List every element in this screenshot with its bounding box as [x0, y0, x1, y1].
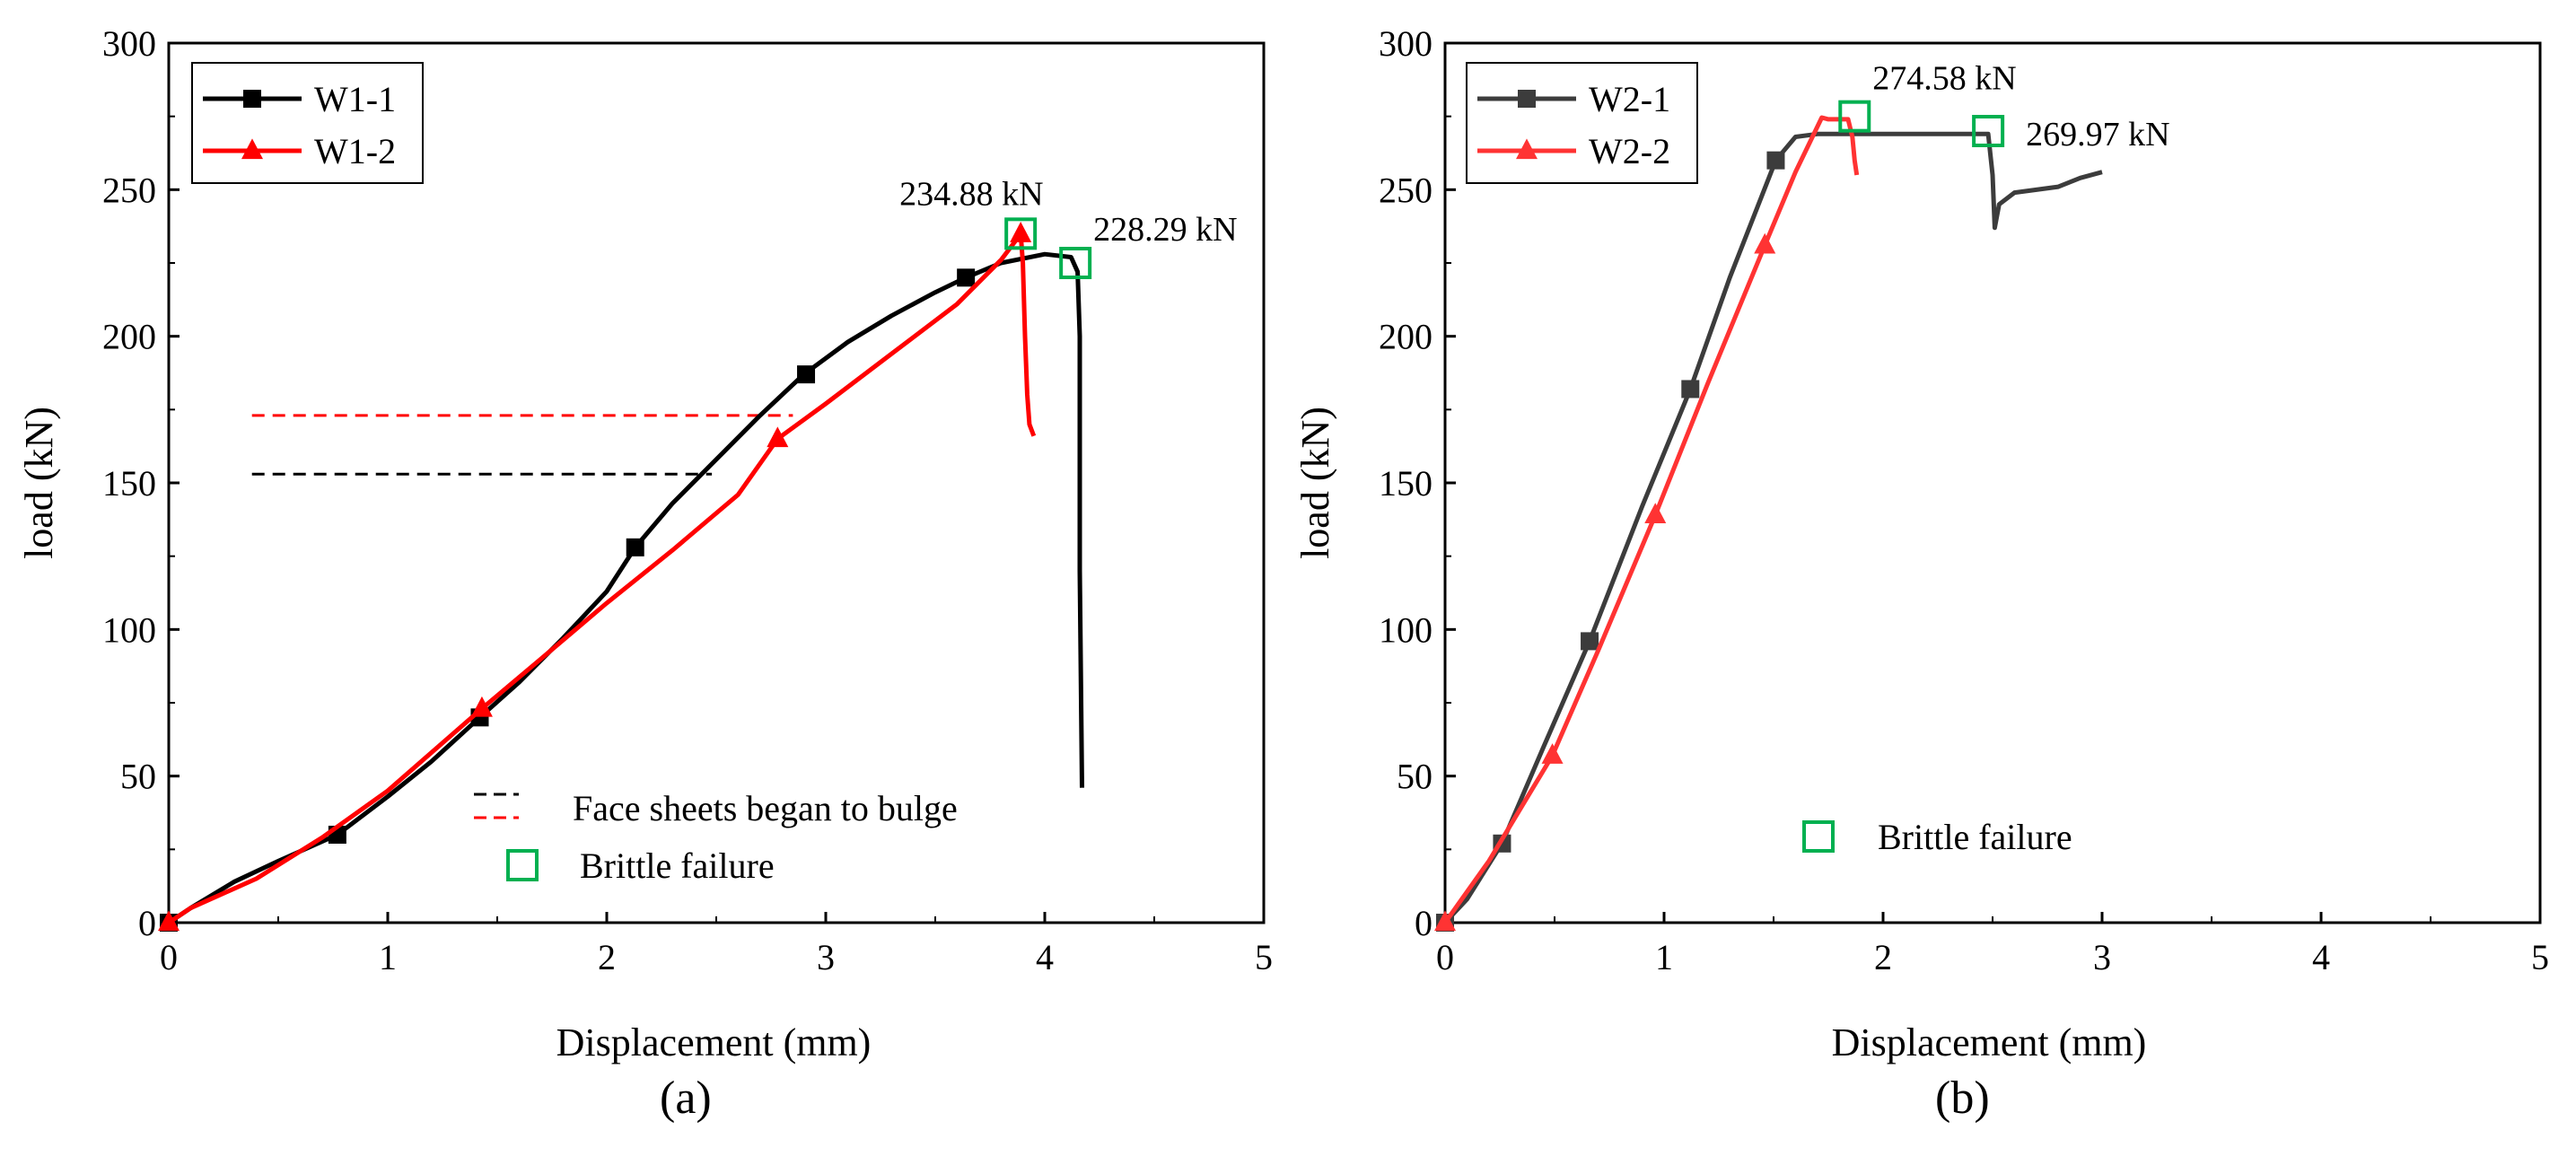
legend-label: W2-1: [1589, 79, 1670, 119]
y-tick-label: 100: [1379, 609, 1433, 650]
bulge-annotation-label: Face sheets began to bulge: [573, 788, 958, 828]
panel-label: (a): [660, 1073, 712, 1124]
data-point-W1-1: [957, 268, 976, 287]
y-tick-label: 200: [1379, 317, 1433, 357]
data-point-W2-2: [1434, 910, 1456, 932]
x-tick-label: 2: [1874, 937, 1892, 977]
data-point-W1-2: [158, 910, 180, 932]
x-tick-label: 3: [2093, 937, 2111, 977]
legend-label: W1-1: [314, 79, 396, 119]
brittle-failure-marker: [1972, 115, 2005, 147]
brittle-failure-legend-label: Brittle failure: [580, 845, 775, 886]
data-point-W2-2: [1754, 232, 1776, 254]
legend-marker: [1516, 138, 1538, 160]
y-tick-label: 150: [102, 463, 156, 504]
panel-label: (b): [1935, 1073, 1990, 1124]
y-tick-label: 300: [1379, 23, 1433, 64]
failure-load-label: 234.88 kN: [899, 175, 1043, 213]
legend-marker: [1518, 90, 1536, 108]
x-tick-label: 3: [817, 937, 835, 977]
data-point-W1-2: [1010, 222, 1032, 242]
legend-box: [191, 62, 424, 184]
brittle-failure-marker: [1838, 100, 1871, 133]
y-tick-label: 0: [138, 903, 156, 943]
brittle-failure-legend-marker: [506, 849, 539, 881]
x-axis-title: Displacement (mm): [1832, 1020, 2147, 1064]
legend-label: W2-2: [1589, 131, 1670, 171]
series-line-W2-1: [1443, 131, 2103, 924]
data-point-W1-2: [470, 696, 493, 717]
brittle-failure-marker: [1004, 217, 1038, 250]
brittle-failure-marker: [1059, 247, 1092, 279]
data-point-W2-1: [1681, 380, 1700, 399]
failure-load-label: 228.29 kN: [1093, 211, 1237, 249]
y-tick-label: 300: [102, 23, 156, 64]
failure-load-label: 274.58 kN: [1872, 60, 2016, 98]
x-tick-label: 1: [1655, 937, 1673, 977]
data-point-W2-1: [1766, 151, 1785, 170]
y-tick-label: 200: [102, 317, 156, 357]
brittle-failure-legend-label: Brittle failure: [1878, 817, 2072, 857]
x-tick-label: 2: [598, 937, 616, 977]
y-tick-label: 50: [120, 757, 156, 797]
x-tick-label: 5: [1255, 937, 1273, 977]
y-axis-title: load (kN): [17, 407, 61, 559]
x-tick-label: 5: [2531, 937, 2549, 977]
y-axis-title: load (kN): [1293, 407, 1337, 559]
y-tick-label: 150: [1379, 463, 1433, 504]
y-tick-label: 250: [1379, 170, 1433, 210]
x-tick-label: 4: [1036, 937, 1054, 977]
legend-marker: [241, 138, 263, 160]
y-tick-label: 250: [102, 170, 156, 210]
y-tick-label: 100: [102, 609, 156, 650]
x-tick-label: 4: [2312, 937, 2330, 977]
data-point-W2-1: [1581, 632, 1599, 651]
data-point-W1-2: [767, 426, 789, 448]
brittle-failure-legend-marker: [1802, 820, 1835, 853]
legend-label: W1-2: [314, 131, 396, 171]
legend-marker: [243, 90, 261, 108]
data-point-W1-1: [797, 365, 816, 384]
data-point-W1-1: [626, 538, 644, 556]
x-axis-title: Displacement (mm): [556, 1020, 872, 1064]
y-tick-label: 50: [1397, 757, 1433, 797]
x-tick-label: 0: [1436, 937, 1454, 977]
x-tick-label: 0: [160, 937, 178, 977]
data-point-W2-2: [1644, 503, 1667, 524]
legend-box: [1466, 62, 1698, 184]
x-tick-label: 1: [379, 937, 397, 977]
y-tick-label: 0: [1415, 903, 1433, 943]
data-point-W2-2: [1541, 743, 1564, 764]
failure-load-label: 269.97 kN: [2026, 116, 2169, 153]
